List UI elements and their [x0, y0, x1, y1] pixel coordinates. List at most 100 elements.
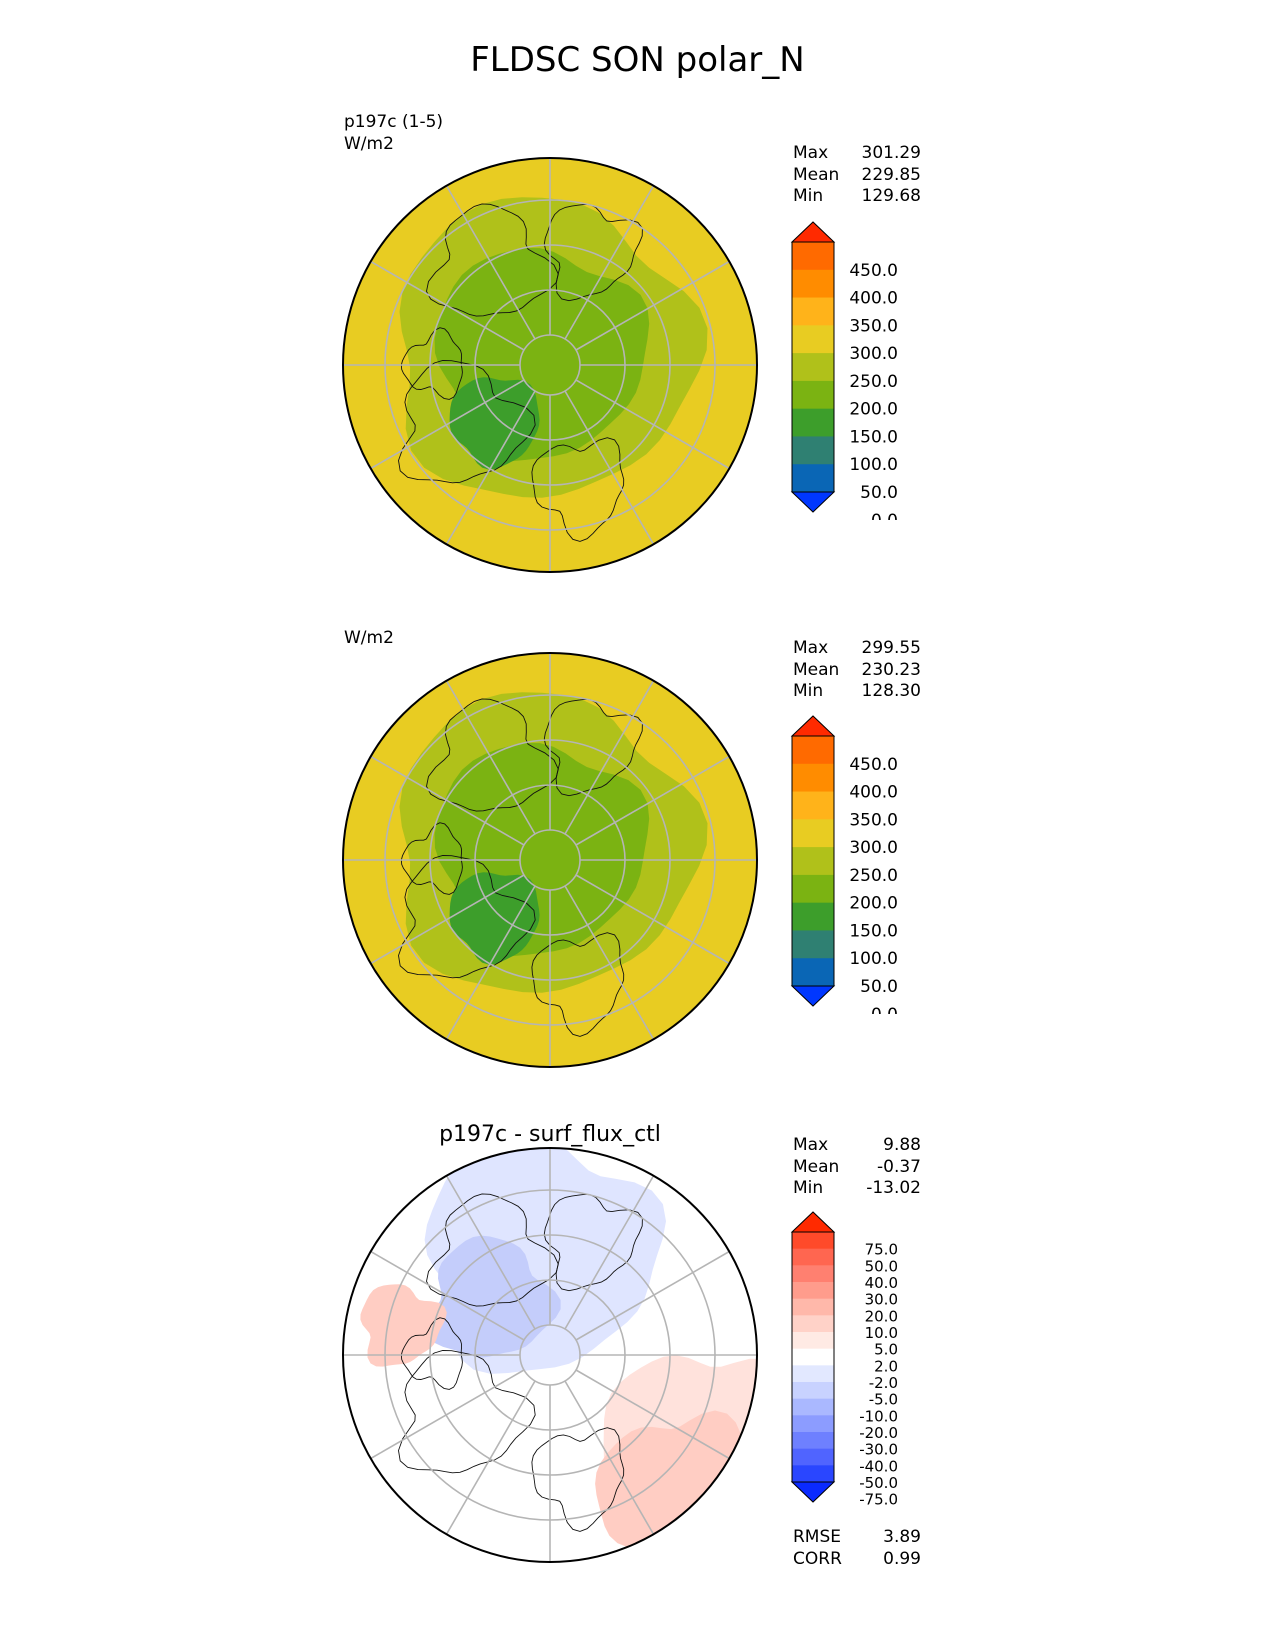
panel-3-stat-max: Max 9.88	[793, 1135, 921, 1157]
colorbar-1-segment	[792, 791, 834, 820]
colorbar-1-segment	[792, 958, 834, 987]
colorbar-1-tick-label: 250.0	[849, 866, 898, 886]
panel-2-polar-map	[342, 652, 758, 1068]
colorbar-1-tick-label: 150.0	[849, 921, 898, 941]
panel-1-stat-max: Max 301.29	[793, 143, 921, 165]
stat-value: 3.89	[883, 1527, 921, 1547]
map-1-graticule	[343, 653, 757, 1067]
panel-1-stat-mean: Mean 229.85	[793, 165, 921, 187]
colorbar-0-tick-label: 200.0	[849, 400, 898, 420]
panel-3-extra-stats: RMSE 3.89 CORR 0.99	[793, 1527, 921, 1570]
stat-label: Min	[793, 186, 824, 206]
panel-3-stat-min: Min -13.02	[793, 1178, 921, 1200]
colorbar-1-tick-label: 0.0	[871, 1005, 898, 1014]
panel-2-units: W/m2	[344, 628, 394, 648]
coastline	[543, 1193, 643, 1292]
colorbar-2-tick-label: -20.0	[859, 1424, 898, 1442]
colorbar-1-tick-label: 300.0	[849, 838, 898, 858]
map-2-graticule	[343, 1148, 757, 1562]
colorbar-0-tick-label: 350.0	[849, 316, 898, 336]
map-2-field	[343, 1148, 757, 1562]
colorbar-0-segment	[792, 464, 834, 493]
colorbar-0-extend-top	[790, 221, 836, 243]
coastline	[398, 360, 536, 484]
stat-value: 9.88	[883, 1135, 921, 1155]
map-1-field	[343, 653, 757, 1067]
coastline	[426, 1193, 559, 1307]
colorbar-1-tick-label: 350.0	[849, 810, 898, 830]
colorbar-2-extend-bottom	[790, 1481, 836, 1503]
colorbar-0-tick-label: 150.0	[849, 427, 898, 447]
panel-1-colorbar: 450.0 400.0 350.0 300.0 250.0 200.0 150.0 100.0…	[790, 221, 898, 520]
colorbar-2-tick-label: 5.0	[874, 1341, 898, 1359]
colorbar-2-tick-label: -40.0	[859, 1457, 898, 1475]
colorbar-1-segment	[792, 902, 834, 931]
coastline	[531, 932, 625, 1037]
colorbar-0-segment	[792, 325, 834, 354]
colorbar-1-segment	[792, 930, 834, 959]
panel-3-colorbar: 75.050.040.030.020.010.05.02.0-2.0-5.0-1…	[790, 1211, 898, 1509]
colorbar-1-extend-bottom	[790, 985, 836, 1007]
colorbar-1-segment	[792, 847, 834, 876]
map-0-field	[343, 158, 757, 572]
colorbar-0-tick-label: 100.0	[849, 455, 898, 475]
coastline	[426, 698, 559, 812]
colorbar-2-extend-top	[790, 1211, 836, 1233]
colorbar-0-extend-bottom	[790, 491, 836, 513]
coastline	[531, 1427, 625, 1532]
stat-label: Max	[793, 1135, 829, 1155]
colorbar-2-tick-label: 40.0	[865, 1274, 898, 1292]
panel-3-stat-mean: Mean -0.37	[793, 1157, 921, 1179]
stat-value: 301.29	[861, 143, 921, 163]
colorbar-2-segment	[792, 1348, 834, 1366]
colorbar-1-frame	[791, 735, 835, 987]
stat-value: -0.37	[877, 1156, 921, 1177]
stat-value: 230.23	[861, 659, 921, 680]
panel-3-subtitle: p197c - surf_flux_ctl	[439, 1122, 661, 1147]
stat-value: 0.99	[883, 1548, 921, 1569]
panel-1-polar-map	[342, 157, 758, 573]
colorbar-0-tick-label: 0.0	[871, 511, 898, 520]
colorbar-1-tick-label: 100.0	[849, 949, 898, 969]
colorbar-0-segment	[792, 242, 834, 271]
colorbar-0-tick-label: 300.0	[849, 344, 898, 364]
figure-title: FLDSC SON polar_N	[470, 40, 805, 80]
colorbar-2-tick-label: -10.0	[859, 1407, 898, 1425]
colorbar-1-tick-label: 450.0	[849, 755, 898, 775]
colorbar-2-tick-label: -30.0	[859, 1441, 898, 1459]
colorbar-0-tick-label: 250.0	[849, 372, 898, 392]
panel-2-stat-mean: Mean 230.23	[793, 660, 921, 682]
stat-value: -13.02	[866, 1178, 921, 1198]
colorbar-2-tick-label: 2.0	[874, 1357, 898, 1375]
colorbar-2-segment	[792, 1365, 834, 1383]
colorbar-1-segment	[792, 763, 834, 793]
colorbar-2-segment	[792, 1232, 834, 1250]
coastline	[398, 1350, 536, 1474]
stat-value: 128.30	[861, 681, 921, 701]
stat-value: 129.68	[861, 186, 921, 206]
panel-3-stat-corr: CORR 0.99	[793, 1549, 921, 1571]
contour-patch	[360, 1284, 447, 1367]
panel-1-stat-min: Min 129.68	[793, 186, 921, 208]
colorbar-2-tick-label: 20.0	[865, 1307, 898, 1325]
colorbar-1-segment	[792, 819, 834, 848]
colorbar-0-tick-label: 400.0	[849, 289, 898, 309]
colorbar-2-segment	[792, 1248, 834, 1266]
stat-label: RMSE	[793, 1527, 842, 1547]
colorbar-1-extend-top	[790, 715, 836, 737]
stat-label: CORR	[793, 1548, 842, 1569]
colorbar-2-segment	[792, 1282, 834, 1300]
colorbar-2-frame	[791, 1231, 835, 1483]
colorbar-2-segment	[792, 1415, 834, 1433]
colorbar-2-segment	[792, 1382, 834, 1400]
stat-label: Mean	[793, 164, 840, 185]
colorbar-2-segment	[792, 1398, 834, 1416]
coastline	[543, 698, 643, 797]
colorbar-0-segment	[792, 408, 834, 437]
panel-3-polar-map	[342, 1147, 758, 1563]
colorbar-1-tick-label: 400.0	[849, 783, 898, 803]
colorbar-2-tick-label: -5.0	[869, 1391, 898, 1409]
coastline	[531, 437, 625, 542]
colorbar-2-segment	[792, 1298, 834, 1316]
colorbar-2-segment	[792, 1315, 834, 1333]
